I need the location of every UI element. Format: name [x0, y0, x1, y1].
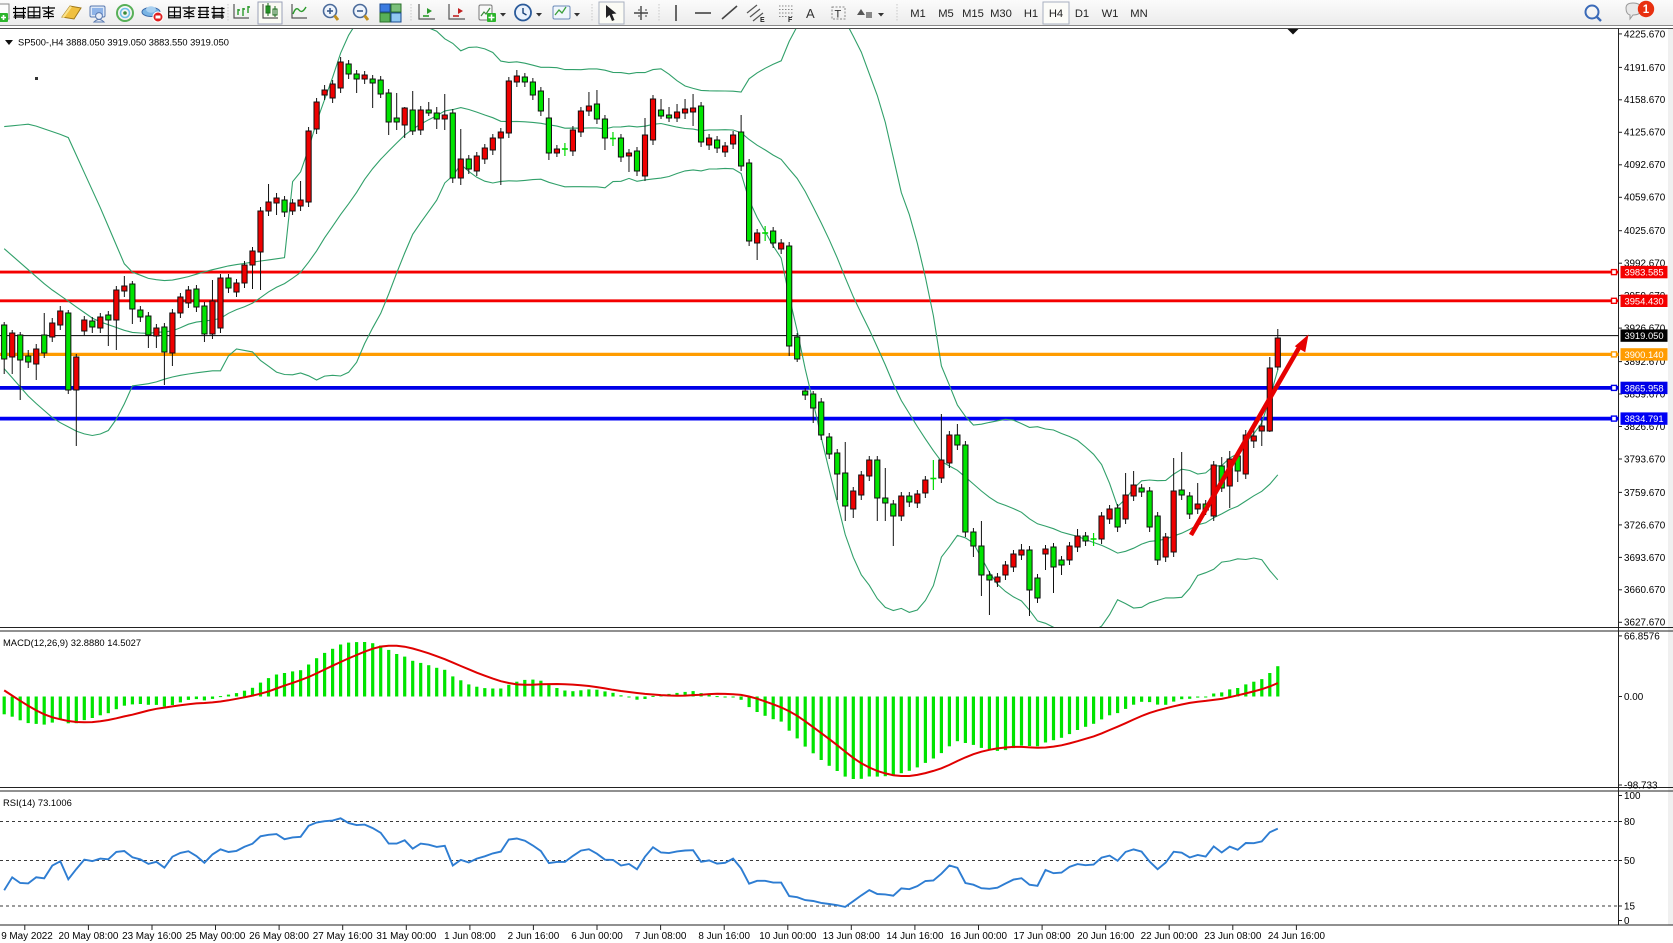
svg-text:0.00: 0.00	[1624, 692, 1644, 703]
svg-text:24 Jun 16:00: 24 Jun 16:00	[1268, 931, 1326, 942]
svg-text:4025.670: 4025.670	[1624, 226, 1666, 237]
svg-text:23 Jun 08:00: 23 Jun 08:00	[1204, 931, 1262, 942]
svg-text:3693.670: 3693.670	[1624, 553, 1666, 564]
svg-text:100: 100	[1624, 791, 1641, 802]
svg-text:14 Jun 16:00: 14 Jun 16:00	[886, 931, 944, 942]
svg-text:80: 80	[1624, 817, 1635, 828]
svg-text:MN: MN	[1130, 8, 1147, 20]
svg-text:27 May 16:00: 27 May 16:00	[313, 931, 373, 942]
svg-text:-98.733: -98.733	[1624, 780, 1658, 791]
svg-text:20 May 08:00: 20 May 08:00	[58, 931, 118, 942]
svg-text:3992.670: 3992.670	[1624, 259, 1666, 270]
svg-text:3793.670: 3793.670	[1624, 454, 1666, 465]
svg-text:RSI(14) 73.1006: RSI(14) 73.1006	[3, 797, 72, 808]
svg-text:1: 1	[1643, 4, 1650, 16]
svg-text:A: A	[806, 6, 815, 21]
svg-text:66.8576: 66.8576	[1624, 631, 1660, 642]
svg-text:F: F	[788, 17, 793, 24]
svg-text:3954.430: 3954.430	[1625, 295, 1664, 306]
svg-text:7 Jun 08:00: 7 Jun 08:00	[635, 931, 687, 942]
svg-text:1 Jun 08:00: 1 Jun 08:00	[444, 931, 496, 942]
svg-text:20 Jun 16:00: 20 Jun 16:00	[1077, 931, 1135, 942]
svg-text:4158.670: 4158.670	[1624, 95, 1666, 106]
svg-text:E: E	[760, 17, 765, 24]
svg-text:3826.670: 3826.670	[1624, 422, 1666, 433]
svg-text:10 Jun 00:00: 10 Jun 00:00	[759, 931, 817, 942]
svg-text:9 May 2022: 9 May 2022	[1, 931, 53, 942]
svg-text:3900.140: 3900.140	[1625, 349, 1664, 360]
svg-text:MACD(12,26,9) 32.8880 14.5027: MACD(12,26,9) 32.8880 14.5027	[3, 637, 141, 648]
svg-text:D1: D1	[1075, 8, 1089, 20]
svg-text:3926.670: 3926.670	[1624, 324, 1666, 335]
svg-text:31 May 00:00: 31 May 00:00	[376, 931, 436, 942]
svg-text:M30: M30	[990, 8, 1012, 20]
svg-text:3726.670: 3726.670	[1624, 520, 1666, 531]
svg-text:H4: H4	[1049, 8, 1063, 20]
svg-text:16 Jun 00:00: 16 Jun 00:00	[950, 931, 1008, 942]
svg-text:6 Jun 00:00: 6 Jun 00:00	[571, 931, 623, 942]
svg-text:2 Jun 16:00: 2 Jun 16:00	[508, 931, 560, 942]
svg-text:50: 50	[1624, 856, 1635, 867]
svg-text:4191.670: 4191.670	[1624, 63, 1666, 74]
svg-text:8 Jun 16:00: 8 Jun 16:00	[698, 931, 750, 942]
svg-text:17 Jun 08:00: 17 Jun 08:00	[1014, 931, 1072, 942]
svg-text:26 May 08:00: 26 May 08:00	[249, 931, 309, 942]
svg-text:3983.585: 3983.585	[1625, 267, 1664, 278]
svg-text:H1: H1	[1024, 8, 1038, 20]
svg-text:3919.050: 3919.050	[1625, 330, 1664, 341]
svg-text:M1: M1	[910, 8, 926, 20]
svg-text:M5: M5	[938, 8, 954, 20]
svg-text:22 Jun 00:00: 22 Jun 00:00	[1141, 931, 1199, 942]
svg-text:3759.670: 3759.670	[1624, 488, 1666, 499]
svg-text:4125.670: 4125.670	[1624, 128, 1666, 139]
svg-text:3834.791: 3834.791	[1625, 413, 1664, 424]
svg-text:4092.670: 4092.670	[1624, 160, 1666, 171]
svg-text:3892.670: 3892.670	[1624, 357, 1666, 368]
svg-text:23 May 16:00: 23 May 16:00	[122, 931, 182, 942]
svg-text:M15: M15	[962, 8, 984, 20]
svg-text:15: 15	[1624, 901, 1635, 912]
svg-text:T: T	[835, 9, 842, 21]
svg-text:3859.670: 3859.670	[1624, 389, 1666, 400]
svg-text:W1: W1	[1102, 8, 1119, 20]
svg-text:3660.670: 3660.670	[1624, 585, 1666, 596]
svg-text:3627.670: 3627.670	[1624, 618, 1666, 629]
svg-text:4059.670: 4059.670	[1624, 193, 1666, 204]
svg-text:25 May 00:00: 25 May 00:00	[186, 931, 246, 942]
svg-text:3865.958: 3865.958	[1625, 383, 1664, 394]
svg-text:SP500-,H4 3888.050 3919.050 3: SP500-,H4 3888.050 3919.050 3883.550 391…	[18, 38, 229, 48]
svg-text:13 Jun 08:00: 13 Jun 08:00	[823, 931, 881, 942]
svg-text:0: 0	[1624, 916, 1630, 927]
svg-text:4225.670: 4225.670	[1624, 29, 1666, 40]
